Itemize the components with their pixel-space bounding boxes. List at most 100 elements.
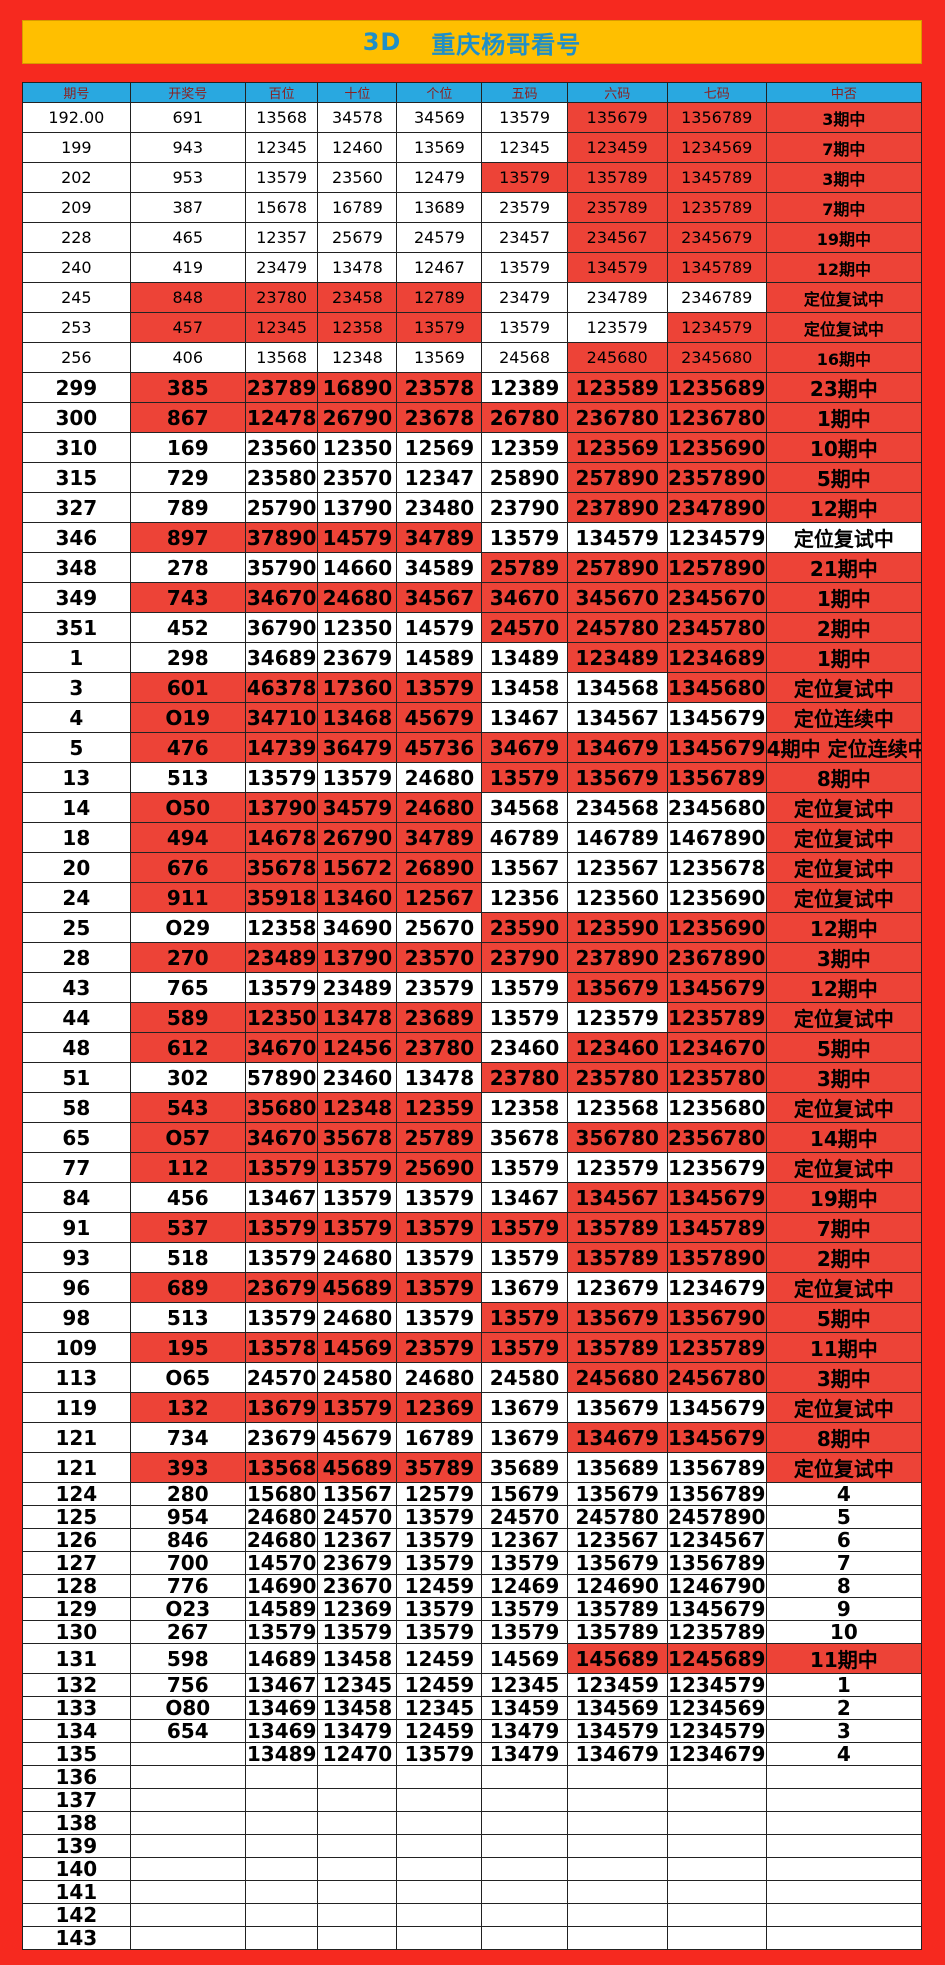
table-cell: 5	[22, 732, 131, 763]
table-cell: 12459	[396, 1574, 483, 1598]
table-cell	[317, 1857, 398, 1881]
column-header: 五码	[481, 82, 568, 103]
table-cell: 169	[129, 432, 246, 463]
table-cell: 13579	[396, 672, 483, 703]
table-cell: 142	[22, 1903, 131, 1927]
table-cell: 13578	[244, 1332, 319, 1363]
table-cell: 1345789	[666, 1212, 767, 1243]
title-left: 3D	[362, 28, 402, 56]
table-row: 299 385 23789 16890 23578 12389 123589 1235689 2…	[22, 372, 923, 403]
table-cell: 24680	[396, 792, 483, 823]
table-cell: 23679	[244, 1422, 319, 1453]
table-cell: 245	[22, 282, 131, 313]
table-cell	[481, 1788, 568, 1812]
table-cell: 14	[22, 792, 131, 823]
table-cell: 12357	[244, 222, 319, 253]
table-cell: 1235690	[666, 882, 767, 913]
table-cell: 13679	[481, 1422, 568, 1453]
table-cell: 12367	[317, 1528, 398, 1552]
table-cell: 13579	[481, 1242, 568, 1273]
table-cell: 13458	[317, 1696, 398, 1720]
table-cell: 19期中	[765, 1182, 923, 1213]
table-cell: 129	[22, 1597, 131, 1621]
table-cell: O29	[129, 912, 246, 943]
table-cell: 12345	[244, 312, 319, 343]
table-cell: 13468	[317, 702, 398, 733]
header-row: 期号 开奖号 百位 十位 个位 五码 六码 七码 中否	[22, 82, 923, 103]
table-cell: 13579	[244, 1620, 319, 1644]
table-cell: 13467	[481, 702, 568, 733]
table-row: 96 689 23679 45689 13579 13679 123679 1234679 定位…	[22, 1272, 923, 1303]
table-cell: 12期中	[765, 252, 923, 283]
table-cell: 1234670	[666, 1032, 767, 1063]
column-header: 六码	[566, 82, 668, 103]
table-cell: 19期中	[765, 222, 923, 253]
table-cell: 13579	[396, 1742, 483, 1766]
table-cell: 192.00	[22, 102, 131, 133]
table-cell: 46378	[244, 672, 319, 703]
table-cell: 1356790	[666, 1302, 767, 1333]
table-cell: 12348	[317, 342, 398, 373]
table-cell: 7	[765, 1551, 923, 1575]
table-cell: 13579	[481, 1302, 568, 1333]
table-cell: 1345679	[666, 732, 767, 763]
table-cell: 13460	[317, 882, 398, 913]
table-cell: 3期中	[765, 1362, 923, 1393]
table-cell	[566, 1857, 668, 1881]
table-cell	[129, 1765, 246, 1789]
table-cell: 定位复试中	[765, 1002, 923, 1033]
table-cell: 123459	[566, 132, 668, 163]
table-cell: 34670	[481, 582, 568, 613]
table-cell: 1234679	[666, 1272, 767, 1303]
table-cell: 定位复试中	[765, 1092, 923, 1123]
table-cell: 6	[765, 1528, 923, 1552]
table-cell: 77	[22, 1152, 131, 1183]
table-cell: 1235680	[666, 1092, 767, 1123]
table-cell: 132	[22, 1673, 131, 1697]
table-cell: 2347890	[666, 492, 767, 523]
table-cell: 93	[22, 1242, 131, 1273]
table-cell	[566, 1926, 668, 1950]
table-row: 136	[22, 1765, 923, 1789]
table-cell: 24680	[396, 762, 483, 793]
table-cell: 729	[129, 462, 246, 493]
table-cell	[666, 1857, 767, 1881]
table-cell: 34579	[317, 792, 398, 823]
table-cell: 24680	[244, 1505, 319, 1529]
table-cell	[481, 1857, 568, 1881]
table-cell: 定位连续中	[765, 702, 923, 733]
table-cell: 14678	[244, 822, 319, 853]
table-cell: 140	[22, 1857, 131, 1881]
table-cell: 23689	[396, 1002, 483, 1033]
page-title: 3D 重庆杨哥看号	[22, 20, 922, 64]
table-cell: 14689	[244, 1643, 319, 1674]
table-cell	[566, 1880, 668, 1904]
table-cell: 46789	[481, 822, 568, 853]
table-cell: 476	[129, 732, 246, 763]
table-cell: 133	[22, 1696, 131, 1720]
table-cell: 14579	[396, 612, 483, 643]
table-cell: 34789	[396, 822, 483, 853]
table-cell: 145689	[566, 1643, 668, 1674]
table-cell: 128	[22, 1574, 131, 1598]
table-cell: 26890	[396, 852, 483, 883]
table-row: 143	[22, 1926, 923, 1950]
table-cell: 12389	[481, 372, 568, 403]
table-row: 346 897 37890 14579 34789 13579 134579 1234579 定…	[22, 522, 923, 553]
table-cell: 1234579	[666, 1673, 767, 1697]
table-cell: 4期中 定位连续中	[765, 732, 923, 763]
table-cell: 257890	[566, 462, 668, 493]
table-cell: 134579	[566, 252, 668, 283]
table-cell: 35680	[244, 1092, 319, 1123]
table-cell: 3	[765, 1719, 923, 1743]
table-cell: 13579	[317, 1392, 398, 1423]
table-cell: 12359	[481, 432, 568, 463]
table-cell	[765, 1880, 923, 1904]
table-cell: 12345	[244, 132, 319, 163]
table-row: 139	[22, 1834, 923, 1858]
table-cell: 13679	[481, 1392, 568, 1423]
table-cell: 1期中	[765, 402, 923, 433]
table-cell	[129, 1834, 246, 1858]
table-cell: 23458	[317, 282, 398, 313]
table-cell: 406	[129, 342, 246, 373]
